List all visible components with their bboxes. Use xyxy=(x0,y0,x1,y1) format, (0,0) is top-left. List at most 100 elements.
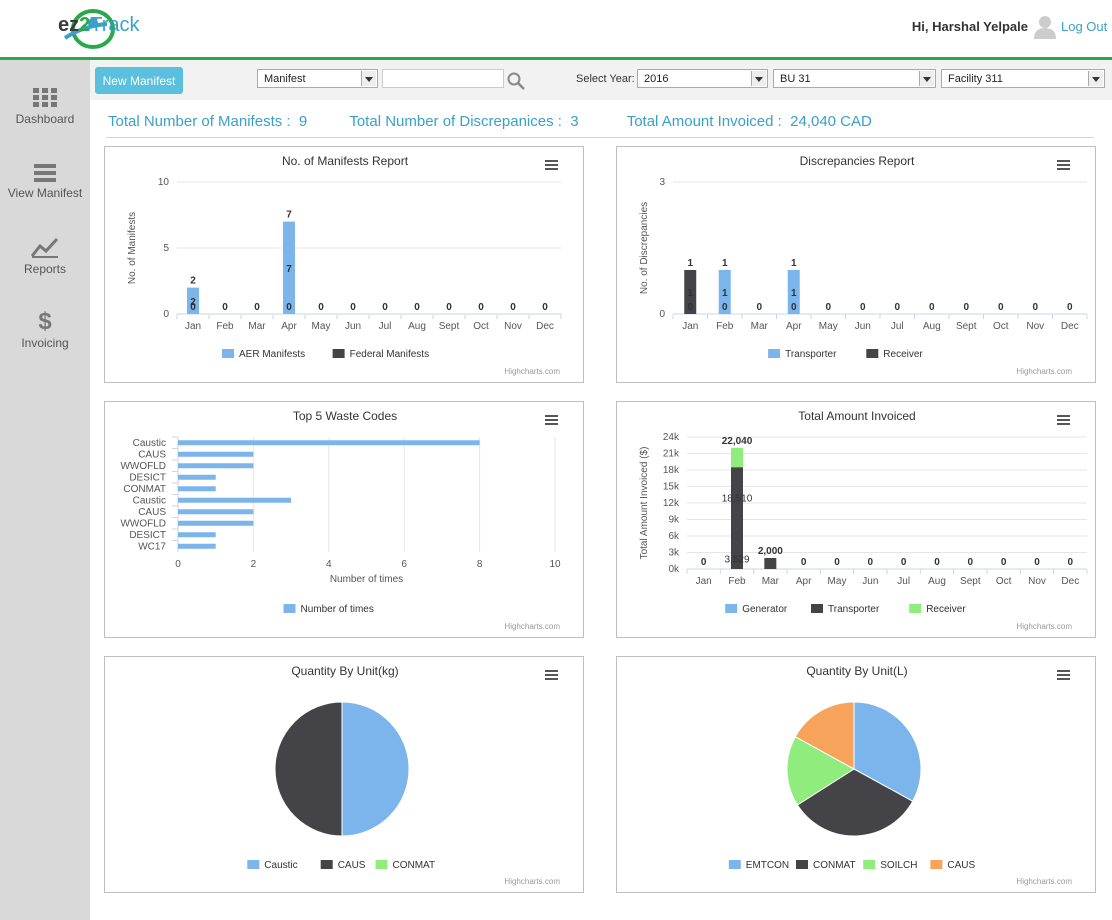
x-tick-label: 6 xyxy=(401,559,407,570)
menu-icon-line xyxy=(1057,415,1070,417)
year-label: Select Year: xyxy=(576,73,635,85)
type-select-value: Manifest xyxy=(264,73,306,85)
bar xyxy=(731,447,743,468)
menu-icon[interactable] xyxy=(1057,415,1070,425)
data-label: 0 xyxy=(478,302,484,313)
menu-icon[interactable] xyxy=(545,415,558,425)
bar xyxy=(178,463,254,469)
x-tick-label: Apr xyxy=(281,321,297,332)
summary-bar: Total Number of Manifests : 9 Total Numb… xyxy=(108,113,872,130)
data-label: 0 xyxy=(254,302,260,313)
logo-icon xyxy=(63,9,115,49)
legend-label: SOILCH xyxy=(880,860,917,871)
bar xyxy=(178,486,216,492)
facility-select[interactable]: Facility 311 xyxy=(941,69,1105,88)
menu-icon[interactable] xyxy=(1057,670,1070,680)
sidebar-item-invoicing[interactable]: $ Invoicing xyxy=(0,308,90,350)
legend-swatch xyxy=(725,604,738,613)
bar xyxy=(178,451,254,457)
sidebar-item-reports[interactable]: Reports xyxy=(0,236,90,276)
data-label: 0 xyxy=(350,302,356,313)
bar xyxy=(718,270,731,314)
logo-track: Track xyxy=(90,14,140,36)
legend-swatch xyxy=(863,860,876,869)
legend-swatch xyxy=(332,349,345,358)
search-icon[interactable] xyxy=(507,72,525,90)
y-tick-label: 18k xyxy=(663,465,680,476)
x-tick-label: Nov xyxy=(1026,321,1044,332)
legend-label: Caustic xyxy=(264,860,297,871)
data-label: 0 xyxy=(968,557,974,568)
x-tick-label: Mar xyxy=(751,321,769,332)
y-tick-label: 10 xyxy=(158,177,170,188)
pie-slice xyxy=(796,768,914,837)
data-label: 0 xyxy=(687,302,693,313)
legend-swatch xyxy=(866,349,879,358)
search-input[interactable] xyxy=(382,69,504,88)
legend-swatch xyxy=(247,860,260,869)
y-tick-label: Caustic xyxy=(133,495,166,506)
data-label: 0 xyxy=(894,302,900,313)
chart-title: Total Amount Invoiced xyxy=(798,409,915,423)
bu-select[interactable]: BU 31 xyxy=(773,69,936,88)
sidebar-item-view-manifest[interactable]: View Manifest xyxy=(0,164,90,200)
data-label: 0 xyxy=(1034,557,1040,568)
year-select-value: 2016 xyxy=(644,73,669,85)
x-tick-label: Aug xyxy=(928,576,946,587)
y-tick-label: WWOFLD xyxy=(120,518,166,529)
bar xyxy=(283,221,295,314)
data-label: 0 xyxy=(222,302,228,313)
year-select[interactable]: 2016 xyxy=(637,69,768,88)
x-tick-label: Jun xyxy=(345,321,361,332)
x-tick-label: Mar xyxy=(248,321,266,332)
y-tick-label: 15k xyxy=(663,482,680,493)
data-label: 0 xyxy=(510,302,516,313)
data-label: 0 xyxy=(929,302,935,313)
data-label: 7 xyxy=(286,264,292,275)
x-tick-label: Sept xyxy=(960,576,981,587)
menu-icon[interactable] xyxy=(1057,160,1070,170)
data-label: 0 xyxy=(414,302,420,313)
data-label: 1 xyxy=(791,288,797,299)
legend-label: Receiver xyxy=(926,604,966,615)
bar xyxy=(187,287,199,314)
sidebar-item-dashboard[interactable]: Dashboard xyxy=(0,88,90,126)
new-manifest-button[interactable]: New Manifest xyxy=(95,67,183,94)
y-tick-label: 24k xyxy=(663,432,680,443)
menu-icon-line xyxy=(1057,423,1070,425)
x-tick-label: Dec xyxy=(536,321,554,332)
y-tick-label: Caustic xyxy=(133,438,166,449)
menu-icon-line xyxy=(545,160,558,162)
x-tick-label: 4 xyxy=(326,559,332,570)
legend-swatch xyxy=(909,604,922,613)
chart-credit: Highcharts.com xyxy=(504,622,560,631)
x-tick-label: Apr xyxy=(796,576,812,587)
menu-icon[interactable] xyxy=(545,670,558,680)
chevron-down-icon xyxy=(751,71,766,86)
list-icon xyxy=(34,164,56,182)
x-tick-label: Feb xyxy=(728,576,746,587)
x-tick-label: Jan xyxy=(696,576,712,587)
y-tick-label: 3k xyxy=(668,548,680,559)
data-label: 2 xyxy=(190,297,196,308)
data-label: 0 xyxy=(1067,302,1073,313)
menu-icon-line xyxy=(545,670,558,672)
type-select[interactable]: Manifest xyxy=(257,69,378,88)
bu-select-value: BU 31 xyxy=(780,73,811,85)
discrepancies-total-value: 3 xyxy=(570,113,579,130)
x-tick-label: May xyxy=(819,321,838,332)
data-label: 0 xyxy=(286,302,292,313)
menu-icon[interactable] xyxy=(545,160,558,170)
menu-icon-line xyxy=(545,168,558,170)
data-label: 0 xyxy=(382,302,388,313)
x-tick-label: Sept xyxy=(956,321,977,332)
data-label: 0 xyxy=(934,557,940,568)
user-greeting: Hi, Harshal Yelpale xyxy=(911,19,1028,34)
manifests-total-label: Total Number of Manifests : xyxy=(108,113,291,130)
data-label: 0 xyxy=(868,557,874,568)
logout-link[interactable]: Log Out xyxy=(1061,19,1108,34)
data-label: 0 xyxy=(963,302,969,313)
y-axis-title: No. of Discrepancies xyxy=(639,202,650,294)
data-label: 1 xyxy=(791,258,797,269)
legend-swatch xyxy=(811,604,823,613)
